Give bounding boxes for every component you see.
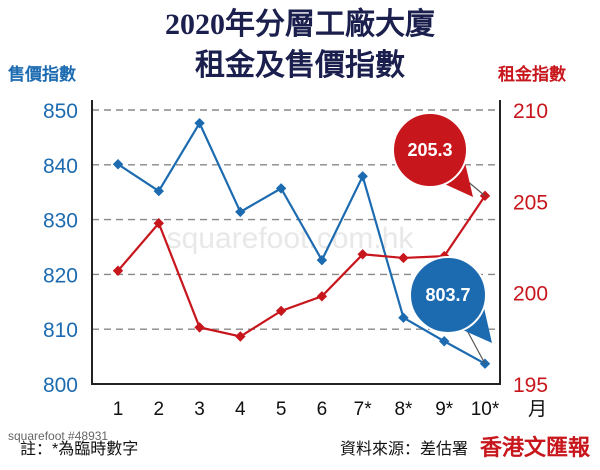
left-tick-label: 820 <box>43 264 78 287</box>
data-point <box>194 322 205 333</box>
data-point <box>112 265 124 276</box>
left-tick-label: 800 <box>43 374 78 397</box>
chart-title-line2: 租金及售價指數 <box>195 48 405 82</box>
x-tick-label: 9* <box>435 399 454 420</box>
left-tick-label: 830 <box>43 210 78 233</box>
left-tick-label: 850 <box>43 100 78 123</box>
data-point <box>357 249 368 260</box>
right-axis-title: 租金指數 <box>498 64 566 84</box>
x-tick-label: 2 <box>153 399 164 420</box>
callout-bubbles: 205.3 803.7 <box>392 112 492 365</box>
right-tick-label: 195 <box>513 374 548 397</box>
left-axis-title: 售價指數 <box>8 64 76 84</box>
plot-frame <box>91 100 501 385</box>
newspaper-logo: 香港文匯報 <box>480 435 591 461</box>
right-tick-label: 200 <box>513 283 548 306</box>
callout-bubble <box>392 112 468 188</box>
data-point <box>153 218 164 229</box>
series-line-1 <box>117 195 486 338</box>
x-tick-label: 8* <box>394 399 413 420</box>
x-tick-label: 7* <box>354 399 373 420</box>
left-tick-label: 840 <box>43 155 78 178</box>
data-point <box>398 252 409 264</box>
data-point <box>316 291 328 302</box>
x-tick-label: 3 <box>194 399 205 420</box>
x-axis-ticks: 1 2 3 4 5 6 7* 8* 9* 10* <box>113 399 500 420</box>
callout-value: 803.7 <box>425 285 470 305</box>
data-point <box>112 159 124 170</box>
data-point <box>235 206 246 218</box>
x-tick-label: 1 <box>113 399 124 420</box>
callout-bubble <box>409 256 487 334</box>
right-axis-ticks: 195 200 205 210 <box>513 100 548 397</box>
data-point <box>357 171 368 182</box>
data-point <box>235 331 246 342</box>
right-tick-label: 210 <box>513 100 548 123</box>
watermark: squarefoot.com.hk <box>167 222 415 255</box>
data-point <box>275 305 287 317</box>
data-point <box>153 185 164 197</box>
x-tick-label: 6 <box>317 399 328 420</box>
data-point <box>316 254 328 266</box>
callout-value: 205.3 <box>407 140 452 160</box>
footnote-source: 資料來源：差估署 <box>340 440 468 458</box>
right-tick-label: 205 <box>513 191 548 214</box>
data-point <box>398 312 409 323</box>
x-tick-label: 10* <box>471 399 500 420</box>
series-line-0 <box>117 120 486 365</box>
data-point <box>439 336 450 347</box>
data-point <box>194 117 205 129</box>
x-tick-label: 5 <box>276 399 287 420</box>
x-tick-label: 4 <box>235 399 246 420</box>
x-axis-unit: 月 <box>528 399 547 420</box>
left-tick-label: 810 <box>43 319 78 342</box>
chart-title-line1: 2020年分層工廠大廈 <box>165 7 435 41</box>
data-point <box>275 183 287 194</box>
footnote-provisional: 註：*為臨時數字 <box>20 440 138 458</box>
photo-credit: squarefoot #48931 <box>8 429 108 443</box>
left-axis-ticks: 800 810 820 830 840 850 <box>43 100 78 397</box>
